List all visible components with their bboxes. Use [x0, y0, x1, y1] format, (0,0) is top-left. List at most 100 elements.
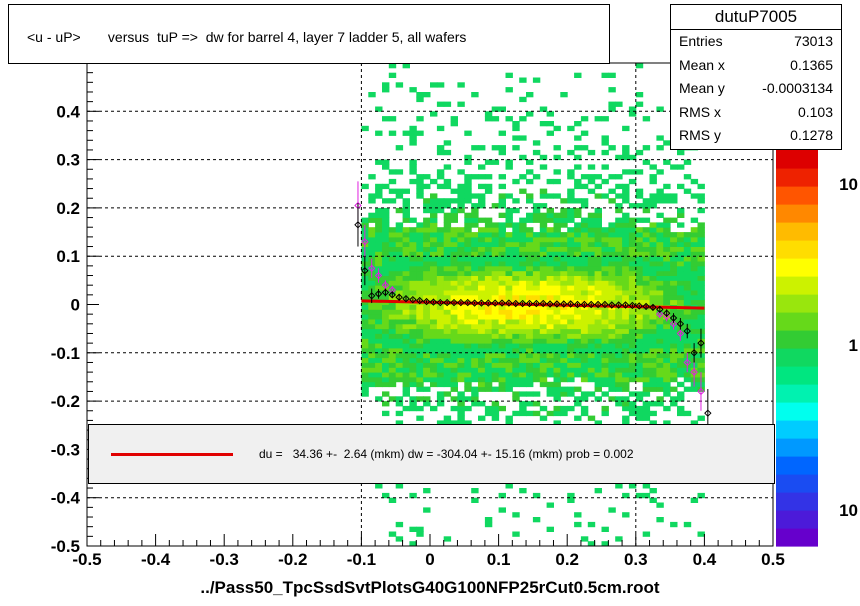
- heatmap-cell: [409, 241, 417, 247]
- heatmap-cell: [416, 314, 424, 320]
- heatmap-cell: [388, 275, 397, 281]
- heatmap-cell: [519, 367, 527, 373]
- heatmap-cell: [402, 236, 410, 243]
- heatmap-cell: [649, 420, 657, 426]
- heatmap-cell: [519, 362, 527, 368]
- heatmap-cell: [560, 299, 568, 305]
- heatmap-cell: [567, 261, 575, 267]
- heatmap-cell: [478, 362, 486, 368]
- heatmap-cell: [594, 212, 602, 218]
- heatmap-cell: [361, 367, 369, 373]
- heatmap-cell: [642, 352, 651, 359]
- heatmap-cell: [464, 130, 472, 136]
- heatmap-cell: [526, 246, 534, 252]
- heatmap-cell: [594, 236, 602, 243]
- heatmap-cell: [484, 290, 493, 296]
- heatmap-cell: [457, 198, 465, 204]
- heatmap-cell: [402, 256, 410, 262]
- heatmap-cell: [457, 343, 465, 349]
- heatmap-cell: [443, 265, 452, 272]
- heatmap-cell: [567, 241, 575, 247]
- stats-value: 0.1365: [790, 56, 833, 73]
- heatmap-cell: [532, 410, 541, 417]
- heatmap-cell: [491, 372, 500, 378]
- heatmap-cell: [601, 338, 609, 344]
- heatmap-cell: [690, 319, 699, 325]
- heatmap-cell: [423, 198, 431, 204]
- heatmap-cell: [622, 328, 630, 334]
- heatmap-cell: [484, 314, 493, 320]
- heatmap-cell: [526, 236, 534, 243]
- heatmap-cell: [436, 294, 445, 301]
- heatmap-cell: [478, 357, 486, 363]
- heatmap-cell: [615, 328, 623, 334]
- heatmap-cell: [587, 415, 596, 421]
- heatmap-cell: [519, 241, 527, 247]
- heatmap-cell: [615, 290, 623, 296]
- heatmap-cell: [697, 183, 705, 190]
- heatmap-cell: [560, 367, 568, 373]
- heatmap-cell: [498, 236, 506, 243]
- heatmap-cell: [388, 265, 397, 272]
- heatmap-cell: [649, 488, 657, 494]
- heatmap-cell: [690, 285, 699, 291]
- heatmap-cell: [690, 338, 699, 344]
- heatmap-cell: [436, 372, 445, 378]
- heatmap-cell: [484, 188, 493, 194]
- heatmap-cell: [443, 217, 452, 223]
- heatmap-cell: [601, 265, 609, 272]
- heatmap-cell: [587, 212, 596, 218]
- heatmap-cell: [416, 333, 424, 339]
- heatmap-cell: [471, 285, 479, 291]
- heatmap-cell: [635, 256, 644, 262]
- heatmap-cell: [457, 401, 465, 407]
- heatmap-cell: [464, 314, 472, 320]
- heatmap-cell: [670, 357, 678, 363]
- heatmap-cell: [457, 207, 465, 214]
- heatmap-cell: [656, 290, 664, 296]
- profile-black-marker: [649, 303, 657, 312]
- heatmap-cell: [663, 275, 671, 281]
- heatmap-cell: [388, 256, 397, 262]
- heatmap-cell: [663, 386, 671, 392]
- heatmap-cell: [498, 145, 506, 151]
- heatmap-cell: [574, 265, 582, 272]
- heatmap-cell: [656, 285, 664, 291]
- heatmap-cell: [484, 410, 493, 417]
- y-tick-label: -0.5: [51, 537, 80, 556]
- heatmap-cell: [464, 285, 472, 291]
- heatmap-cell: [594, 348, 602, 354]
- palette-cell: [776, 294, 818, 313]
- heatmap-cell: [443, 241, 452, 247]
- heatmap-cell: [683, 410, 692, 417]
- heatmap-cell: [498, 386, 506, 392]
- heatmap-cell: [608, 270, 616, 276]
- heatmap-cell: [471, 256, 479, 262]
- profile-magenta-marker: [662, 312, 671, 321]
- heatmap-cell: [512, 256, 520, 262]
- heatmap-cell: [615, 270, 623, 276]
- heatmap-cell: [594, 246, 602, 252]
- heatmap-cell: [436, 198, 445, 204]
- heatmap-cell: [423, 333, 431, 339]
- heatmap-cell: [464, 376, 472, 383]
- heatmap-cell: [478, 232, 486, 238]
- heatmap-cell: [443, 362, 452, 368]
- heatmap-cell: [560, 236, 568, 243]
- heatmap-cell: [519, 323, 527, 330]
- heatmap-cell: [587, 149, 596, 156]
- heatmap-cell: [498, 304, 506, 310]
- profile-black-marker: [361, 266, 369, 275]
- heatmap-cell: [498, 343, 506, 349]
- heatmap-cell: [580, 130, 589, 136]
- heatmap-cell: [443, 101, 452, 107]
- heatmap-cell: [457, 232, 465, 238]
- plot-title: <u - uP> versus tuP => dw for barrel 4, …: [27, 29, 467, 45]
- heatmap-cell: [663, 183, 671, 190]
- heatmap-cell: [484, 261, 493, 267]
- heatmap-cell: [539, 343, 548, 349]
- heatmap-cell: [532, 77, 541, 83]
- heatmap-cell: [423, 217, 431, 223]
- heatmap-cell: [656, 227, 664, 233]
- heatmap-cell: [690, 270, 699, 276]
